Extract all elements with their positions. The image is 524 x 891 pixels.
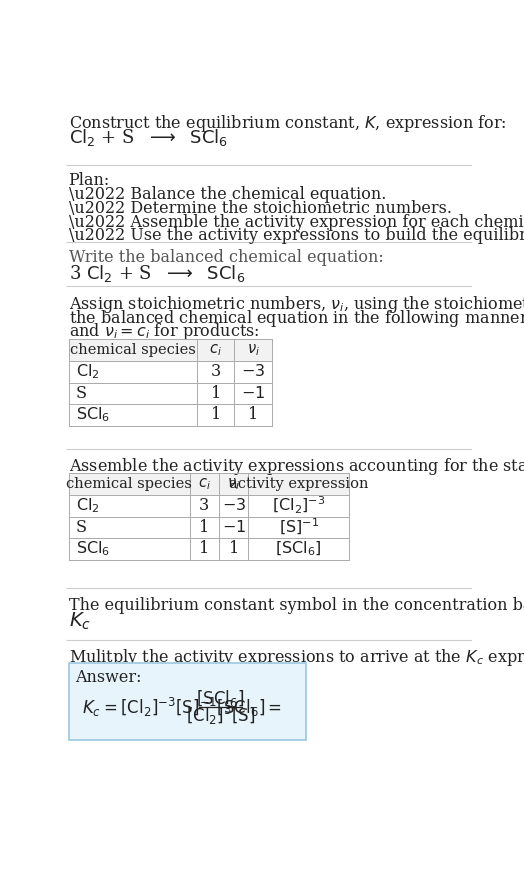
Text: 1: 1: [199, 519, 210, 535]
Text: 3: 3: [211, 364, 221, 380]
Text: 3: 3: [199, 497, 210, 514]
Text: $K_c$: $K_c$: [69, 610, 91, 632]
Text: $-1$: $-1$: [241, 385, 265, 402]
Text: chemical species: chemical species: [67, 478, 192, 491]
Text: 1: 1: [228, 541, 239, 558]
Text: The equilibrium constant symbol in the concentration basis is:: The equilibrium constant symbol in the c…: [69, 597, 524, 614]
Text: 1: 1: [248, 406, 258, 423]
Text: $K_c = [\mathrm{Cl_2}]^{-3}[\mathrm{S}]^{-1}[\mathrm{SCl_6}] = $: $K_c = [\mathrm{Cl_2}]^{-3}[\mathrm{S}]^…: [82, 696, 281, 719]
Text: \u2022 Balance the chemical equation.: \u2022 Balance the chemical equation.: [69, 186, 386, 203]
Text: \u2022 Assemble the activity expression for each chemical species.: \u2022 Assemble the activity expression …: [69, 214, 524, 231]
Text: \u2022 Use the activity expressions to build the equilibrium constant expression: \u2022 Use the activity expressions to b…: [69, 227, 524, 244]
Text: $[\mathrm{SCl_6}]$: $[\mathrm{SCl_6}]$: [276, 540, 322, 558]
Text: chemical species: chemical species: [70, 343, 196, 357]
Text: $\nu_i$: $\nu_i$: [227, 477, 240, 492]
Text: Assign stoichiometric numbers, $\nu_i$, using the stoichiometric coefficients, $: Assign stoichiometric numbers, $\nu_i$, …: [69, 294, 524, 315]
Text: $[\mathrm{Cl_2}]^{-3}$: $[\mathrm{Cl_2}]^{-3}$: [272, 495, 325, 516]
Text: $-1$: $-1$: [222, 519, 246, 535]
Text: the balanced chemical equation in the following manner: $\nu_i = -c_i$ for react: the balanced chemical equation in the fo…: [69, 307, 524, 329]
Text: 3 $\mathrm{Cl_2}$ + S  $\longrightarrow$  $\mathrm{SCl_6}$: 3 $\mathrm{Cl_2}$ + S $\longrightarrow$ …: [69, 263, 245, 284]
FancyBboxPatch shape: [69, 663, 305, 740]
Text: $[\mathrm{Cl_2}]^3[\mathrm{S}]$: $[\mathrm{Cl_2}]^3[\mathrm{S}]$: [186, 704, 255, 727]
Text: Plan:: Plan:: [69, 172, 110, 190]
Text: $\mathrm{SCl_6}$: $\mathrm{SCl_6}$: [75, 405, 110, 424]
Text: $[\mathrm{SCl_6}]$: $[\mathrm{SCl_6}]$: [196, 688, 245, 708]
Text: S: S: [75, 385, 86, 402]
Text: S: S: [75, 519, 86, 535]
Text: 1: 1: [211, 406, 221, 423]
Bar: [69, 339, 271, 361]
Text: $-3$: $-3$: [241, 364, 265, 380]
Text: Write the balanced chemical equation:: Write the balanced chemical equation:: [69, 249, 384, 266]
Text: 1: 1: [199, 541, 210, 558]
Bar: [69, 339, 271, 426]
Text: \u2022 Determine the stoichiometric numbers.: \u2022 Determine the stoichiometric numb…: [69, 200, 452, 217]
Bar: [69, 473, 349, 560]
Text: Mulitply the activity expressions to arrive at the $K_c$ expression:: Mulitply the activity expressions to arr…: [69, 648, 524, 668]
Text: and $\nu_i = c_i$ for products:: and $\nu_i = c_i$ for products:: [69, 322, 259, 342]
Text: $-3$: $-3$: [222, 497, 246, 514]
Text: $\nu_i$: $\nu_i$: [247, 342, 259, 358]
Text: 1: 1: [211, 385, 221, 402]
Text: activity expression: activity expression: [229, 478, 368, 491]
Text: $\mathrm{SCl_6}$: $\mathrm{SCl_6}$: [75, 540, 110, 559]
Text: $\mathrm{Cl_2}$: $\mathrm{Cl_2}$: [75, 496, 100, 515]
Bar: [69, 473, 349, 495]
Text: $[\mathrm{S}]^{-1}$: $[\mathrm{S}]^{-1}$: [279, 518, 319, 537]
Text: $\mathrm{Cl_2}$ + S  $\longrightarrow$  $\mathrm{SCl_6}$: $\mathrm{Cl_2}$ + S $\longrightarrow$ $\…: [69, 127, 228, 148]
Text: Assemble the activity expressions accounting for the state of matter and $\nu_i$: Assemble the activity expressions accoun…: [69, 456, 524, 478]
Text: $c_i$: $c_i$: [210, 342, 222, 358]
Text: $\mathrm{Cl_2}$: $\mathrm{Cl_2}$: [75, 363, 100, 381]
Text: $c_i$: $c_i$: [198, 477, 211, 492]
Text: Construct the equilibrium constant, $K$, expression for:: Construct the equilibrium constant, $K$,…: [69, 113, 506, 134]
Text: Answer:: Answer:: [75, 669, 142, 686]
